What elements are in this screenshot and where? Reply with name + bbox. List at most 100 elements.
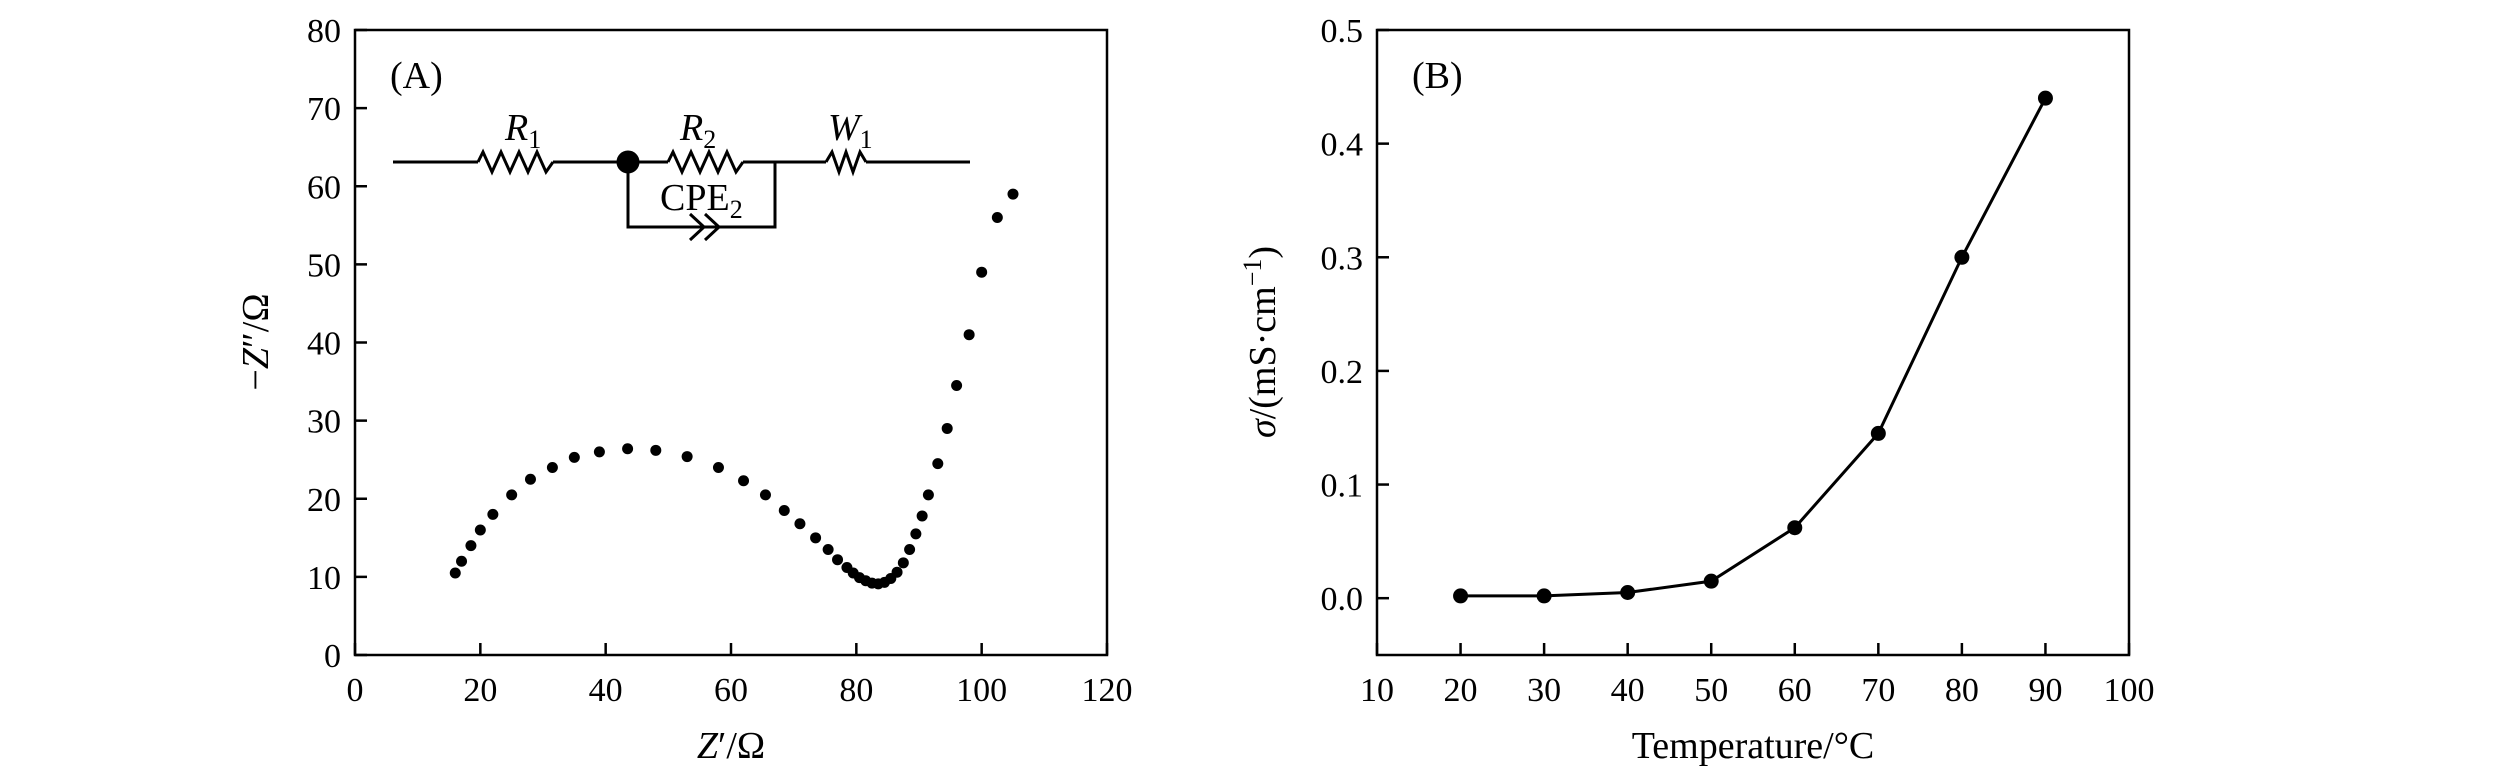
panel-a-data-point xyxy=(822,544,834,556)
panel-a-data-point xyxy=(506,489,518,501)
panel-a-data-point xyxy=(738,475,750,487)
panel-b-conductivity-plot: 10 20 30 40 50 60 70 80 90 1000.00.10.20.30.40.5 … xyxy=(1238,13,2155,767)
panel-a-data-points xyxy=(449,188,1019,590)
panel-a-data-point xyxy=(963,329,975,341)
panel-a-data-point xyxy=(794,518,806,530)
panel-a-y-tick-label: 0 xyxy=(324,638,341,675)
panel-a-data-point xyxy=(449,567,461,579)
panel-a-x-tick-label: 60 xyxy=(714,672,748,709)
panel-a-x-tick-label: 120 xyxy=(1082,672,1133,709)
panel-b-x-tick-label: 90 xyxy=(2028,672,2062,709)
panel-a-data-point xyxy=(951,379,963,391)
circuit-r2-label: R2 xyxy=(679,107,716,154)
panel-a-data-point xyxy=(897,557,909,569)
panel-b-series-line xyxy=(1460,97,2047,598)
panel-b-data-point xyxy=(1620,585,1636,600)
panel-b-x-tick-label: 20 xyxy=(1444,672,1478,709)
panel-a-data-point xyxy=(568,451,580,463)
panel-a-data-point xyxy=(904,544,916,556)
panel-b-x-tick-label: 60 xyxy=(1778,672,1812,709)
panel-a-data-point xyxy=(456,555,468,567)
panel-a-y-tick-label: 80 xyxy=(307,13,341,50)
circuit-r1-label: R1 xyxy=(504,107,541,154)
cpe-branch-wire xyxy=(626,162,777,229)
panel-a-data-point xyxy=(941,422,953,434)
panel-a-ticks: 0 20 40 60 80 100 120 0 10 20 30 40 50 60 70 80 xyxy=(307,13,1133,709)
panel-a-data-point xyxy=(991,212,1003,223)
panel-a-data-point xyxy=(465,540,477,552)
panel-a-data-point xyxy=(593,446,605,458)
panel-b-x-axis-label: Temperature/°C xyxy=(1632,725,1875,767)
panel-a-data-point xyxy=(810,532,822,544)
panel-b-y-tick-label: 0.4 xyxy=(1321,127,1364,164)
panel-a-data-point xyxy=(487,508,499,520)
panel-a-data-point xyxy=(622,443,634,455)
panel-b-y-tick-label: 0.3 xyxy=(1321,240,1364,277)
warburg-w1-icon xyxy=(824,147,868,177)
panel-a-y-tick-label: 10 xyxy=(307,560,341,597)
panel-a-data-point xyxy=(976,266,988,278)
circuit-w1-label: W1 xyxy=(828,107,873,154)
panel-a-x-tick-label: 40 xyxy=(589,672,623,709)
panel-a-x-tick-label: 100 xyxy=(956,672,1007,709)
panel-b-x-tick-label: 10 xyxy=(1360,672,1394,709)
panel-a-y-tick-label: 70 xyxy=(307,91,341,128)
panel-b-plot-frame xyxy=(1375,28,2131,657)
panel-b-ticks: 10 20 30 40 50 60 70 80 90 100 0.0 0.1 0.2 0.3 0.4 0.5 xyxy=(1321,13,2155,709)
panel-b-data-point xyxy=(1536,588,1552,604)
panel-a-data-point xyxy=(916,510,928,522)
cpe2-icon xyxy=(688,212,722,242)
panel-b-y-tick-label: 0.5 xyxy=(1321,13,1364,50)
panel-a-label: (A) xyxy=(390,55,443,97)
panel-b-x-tick-label: 30 xyxy=(1527,672,1561,709)
panel-a-y-tick-label: 50 xyxy=(307,247,341,284)
panel-b-x-tick-label: 70 xyxy=(1861,672,1895,709)
panel-a-data-point xyxy=(832,554,844,566)
panel-a-x-axis-label: Z′/Ω xyxy=(697,725,765,767)
panel-b-data-point xyxy=(1703,573,1719,589)
panel-b-y-tick-label: 0.0 xyxy=(1321,581,1364,618)
panel-a-nyquist-plot: 0 20 40 60 80 100 120 0 10 20 30 40 50 60 70 80 (A) Z′/… xyxy=(235,13,1133,767)
resistor-r1-icon xyxy=(476,148,555,176)
panel-b-data-series xyxy=(1453,90,2053,604)
panel-a-x-tick-label: 20 xyxy=(463,672,497,709)
panel-b-x-tick-label: 50 xyxy=(1694,672,1728,709)
resistor-r2-icon xyxy=(666,148,745,176)
panel-a-data-point xyxy=(910,528,922,540)
panel-a-data-point xyxy=(922,489,934,501)
panel-b-data-point xyxy=(1870,425,1886,441)
panel-a-y-tick-label: 40 xyxy=(307,326,341,363)
panel-b-x-tick-label: 100 xyxy=(2104,672,2155,709)
panel-a-data-point xyxy=(891,566,903,578)
panel-a-data-point xyxy=(759,489,771,501)
panel-a-data-point xyxy=(712,462,724,473)
equivalent-circuit-inset xyxy=(393,147,970,242)
panel-b-data-point xyxy=(2037,90,2053,106)
panel-a-x-tick-label: 80 xyxy=(839,672,873,709)
panel-b-y-tick-label: 0.2 xyxy=(1321,354,1364,391)
circuit-cpe2-label: CPE2 xyxy=(660,177,743,224)
panel-a-y-axis-label: −Z″/Ω xyxy=(235,293,277,390)
panel-a-data-point xyxy=(546,462,558,473)
panel-a-data-point xyxy=(681,451,693,463)
panel-b-x-tick-label: 40 xyxy=(1611,672,1645,709)
panel-a-y-tick-label: 20 xyxy=(307,482,341,519)
panel-a-x-tick-label: 0 xyxy=(347,672,364,709)
panel-b-data-point xyxy=(1453,588,1469,604)
panel-b-y-axis-label: σ/(mS·cm−1) xyxy=(1238,246,1284,438)
panel-a-data-point xyxy=(650,444,662,456)
panel-b-y-tick-label: 0.1 xyxy=(1321,468,1364,505)
panel-a-data-point xyxy=(932,458,944,470)
panel-a-plot-frame xyxy=(353,28,1109,657)
panel-b-data-point xyxy=(1954,249,1970,265)
panel-a-y-tick-label: 30 xyxy=(307,404,341,441)
panel-a-data-point xyxy=(1007,188,1019,200)
panel-b-label: (B) xyxy=(1412,55,1463,97)
panel-a-data-point xyxy=(474,524,486,536)
panel-a-data-point xyxy=(524,473,536,485)
panel-a-data-point xyxy=(778,504,790,516)
panel-a-y-tick-label: 60 xyxy=(307,169,341,206)
panel-b-data-point xyxy=(1787,520,1803,536)
panel-b-x-tick-label: 80 xyxy=(1945,672,1979,709)
